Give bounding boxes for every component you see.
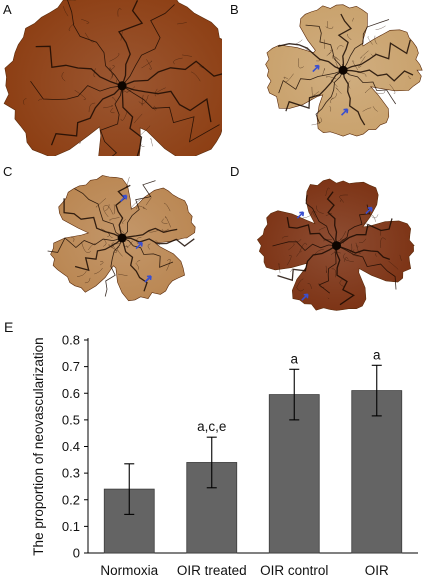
y-tick-label: 0 — [73, 546, 80, 561]
error-bars — [124, 364, 382, 515]
y-tick-label: 0.2 — [62, 492, 80, 507]
panel-letter-d: D — [230, 164, 240, 179]
panel-letter-e: E — [4, 319, 13, 335]
bar-oir — [351, 390, 403, 554]
y-tick-label: 0.1 — [62, 519, 80, 534]
panel-letter-c: C — [3, 164, 13, 179]
y-tick-label: 0.6 — [62, 386, 80, 401]
x-tick-label: OIR control — [260, 563, 328, 578]
y-axis-label: The proportion of neovascularization — [31, 337, 46, 555]
significance-labels: a,c,e a a — [197, 347, 381, 434]
panel-letter-b: B — [230, 2, 239, 17]
x-tick-labels: Normoxia OIR treated OIR control OIR — [100, 563, 389, 578]
error-bar — [371, 364, 382, 417]
y-tick-label: 0.3 — [62, 466, 80, 481]
significance-label: a — [373, 347, 381, 362]
y-tick-label: 0.5 — [62, 412, 80, 427]
retina-panel-d — [226, 162, 447, 314]
significance-label: a — [290, 351, 298, 366]
error-bar — [206, 436, 217, 489]
error-bar — [124, 463, 135, 515]
panel-letter-a: A — [3, 2, 12, 17]
chart-bars — [103, 390, 403, 554]
retina-panel-a — [0, 0, 222, 156]
x-tick-label: OIR — [365, 563, 389, 578]
y-tick-label: 0.8 — [62, 333, 80, 348]
significance-label: a,c,e — [197, 419, 226, 434]
retina-panel-c — [0, 162, 222, 314]
x-tick-label: OIR treated — [177, 563, 247, 578]
bar-oir-control — [268, 394, 320, 554]
y-tick-labels: 0 0.1 0.2 0.3 0.4 0.5 0.6 0.7 0.8 — [62, 333, 80, 561]
y-tick-label: 0.7 — [62, 359, 80, 374]
error-bar — [289, 368, 300, 421]
x-tick-label: Normoxia — [100, 563, 158, 578]
neovascularization-bar-chart: E The proportion of neovascularization 0… — [4, 319, 418, 578]
retina-panel-b — [226, 0, 447, 156]
y-tick-label: 0.4 — [62, 439, 80, 454]
